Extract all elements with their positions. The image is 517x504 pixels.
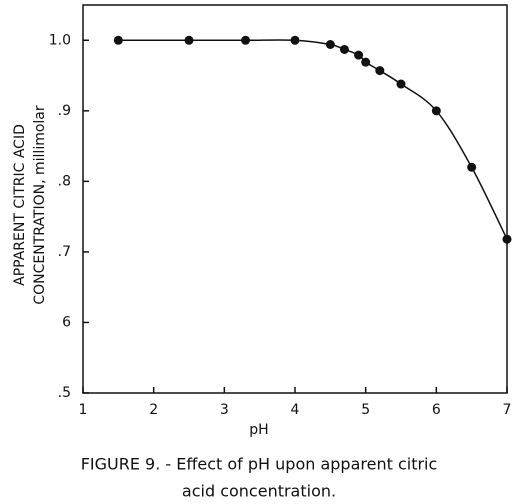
data-point — [184, 35, 194, 45]
y-tick-label: 1.0 — [49, 32, 71, 48]
data-point — [502, 234, 512, 244]
y-tick-label: 6 — [62, 314, 71, 330]
x-tick-label: 2 — [149, 402, 158, 418]
data-point — [396, 79, 406, 89]
x-tick-label: 6 — [432, 402, 441, 418]
curve — [118, 39, 508, 240]
data-point — [354, 50, 364, 60]
data-point — [361, 57, 371, 67]
y-tick-label: .8 — [58, 173, 71, 189]
x-tick-label: 4 — [291, 402, 300, 418]
y-tick-label: .7 — [58, 244, 71, 260]
data-point — [431, 106, 441, 116]
y-axis-label: CONCENTRATION, millimolar — [32, 105, 48, 305]
caption: FIGURE 9. - Effect of pH upon apparent c… — [81, 455, 438, 474]
x-tick-label: 5 — [361, 402, 370, 418]
data-point — [241, 35, 251, 45]
data-point — [375, 66, 385, 76]
data-point — [290, 35, 300, 45]
y-axis-label: APPARENT CITRIC ACID — [12, 124, 28, 286]
data-point — [339, 44, 349, 54]
data-point — [113, 35, 123, 45]
data-point — [467, 162, 477, 172]
x-tick-label: 3 — [220, 402, 229, 418]
y-tick-label: .9 — [58, 103, 71, 119]
caption: acid concentration. — [182, 482, 336, 501]
x-axis-label: pH — [249, 422, 268, 438]
plot-frame — [82, 4, 508, 394]
x-tick-label: 7 — [503, 402, 512, 418]
x-tick-label: 1 — [79, 402, 88, 418]
y-tick-label: .5 — [58, 385, 71, 401]
data-point — [325, 40, 335, 50]
